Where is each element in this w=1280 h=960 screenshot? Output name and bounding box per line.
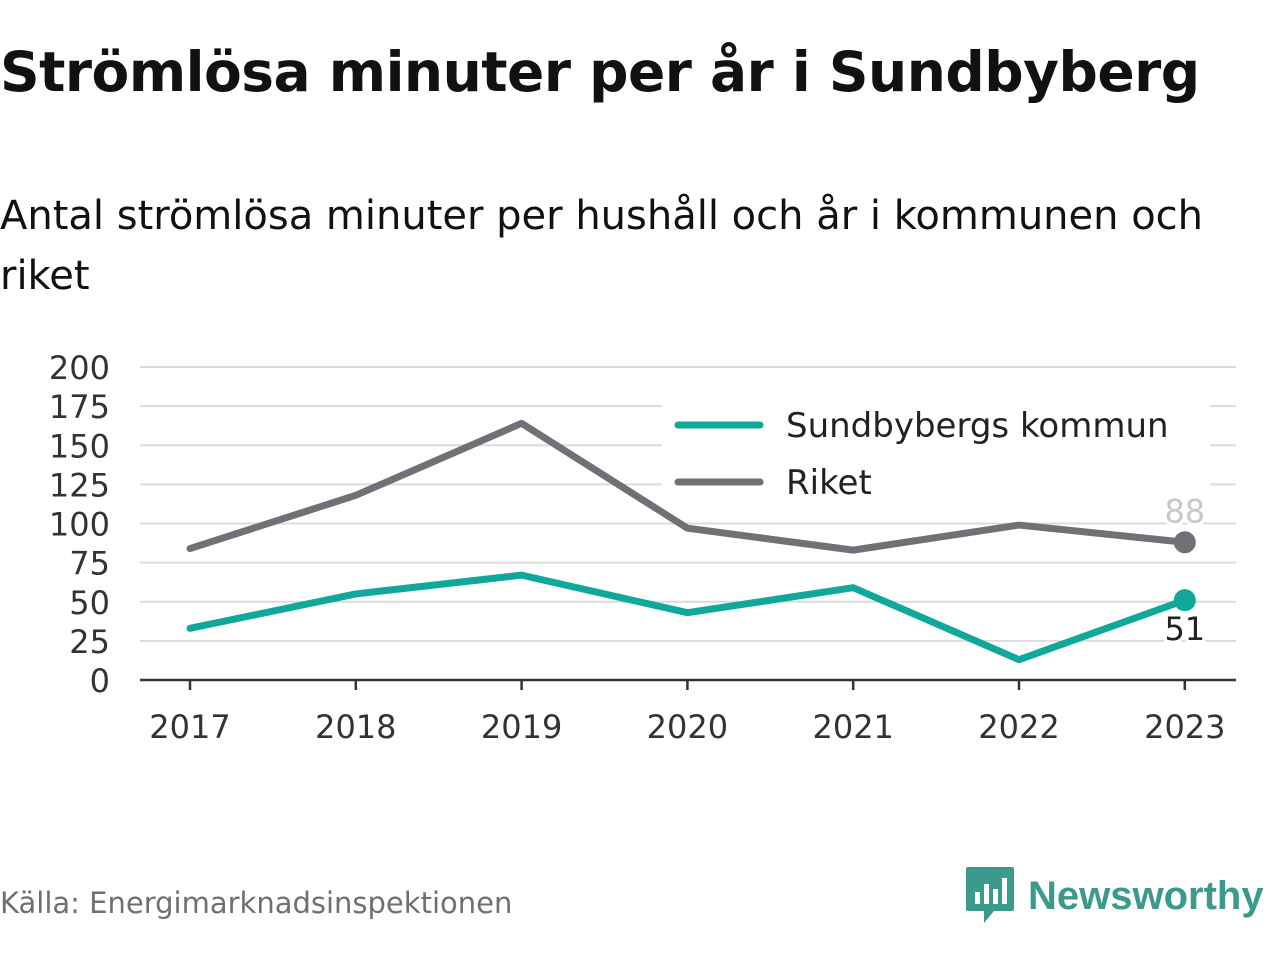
x-tick-label: 2017 (149, 708, 230, 746)
y-tick-label: 25 (69, 623, 110, 661)
legend-box (662, 398, 1210, 520)
chart-title: Strömlösa minuter per år i Sundbyberg (0, 40, 1200, 104)
y-tick-label: 200 (49, 349, 110, 387)
y-tick-label: 175 (49, 388, 110, 426)
x-tick-label: 2021 (812, 708, 893, 746)
brand-logo: Newsworthy (964, 864, 1264, 928)
x-tick-label: 2022 (978, 708, 1059, 746)
y-tick-label: 150 (49, 427, 110, 465)
y-tick-label: 0 (90, 662, 110, 700)
newsworthy-logo-icon (966, 867, 1014, 923)
y-tick-label: 125 (49, 466, 110, 504)
chart-subtitle: Antal strömlösa minuter per hushåll och … (0, 193, 1204, 299)
source-note: Källa: Energimarknadsinspektionen (0, 886, 513, 920)
series-end-label: 88 (1164, 492, 1205, 530)
y-tick-label: 75 (69, 545, 110, 583)
series-end-marker (1173, 589, 1196, 612)
series-end-marker (1173, 531, 1196, 554)
y-tick-label: 100 (49, 506, 110, 544)
series-end-label: 51 (1164, 610, 1205, 648)
series-line (186, 419, 1189, 554)
legend-label: Sundbybergs kommun (786, 406, 1169, 446)
x-tick-label: 2018 (315, 708, 396, 746)
x-tick-label: 2023 (1144, 708, 1225, 746)
x-tick-label: 2020 (647, 708, 728, 746)
y-tick-label: 50 (69, 584, 110, 622)
legend-label: Riket (786, 463, 872, 503)
x-tick-label: 2019 (481, 708, 562, 746)
series-line (186, 571, 1189, 664)
brand-name: Newsworthy (1028, 873, 1264, 918)
